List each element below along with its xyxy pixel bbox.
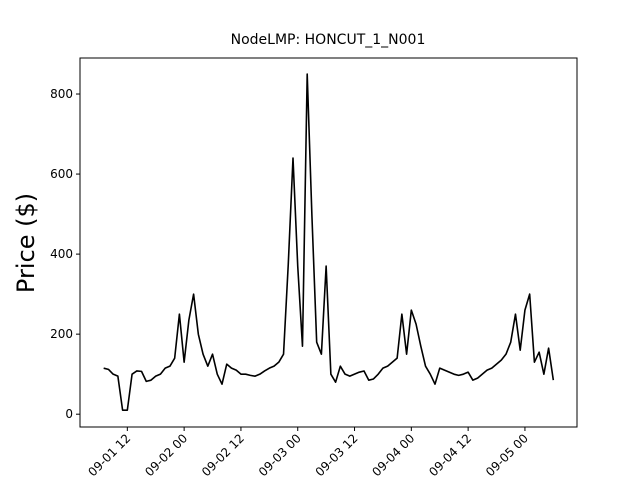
axes-frame [79, 57, 578, 428]
plot-area [103, 73, 555, 411]
y-tick-label: 800 [50, 87, 73, 101]
chart-title: NodeLMP: HONCUT_1_N001 [231, 32, 426, 48]
price-line [103, 73, 555, 411]
y-axis-label: Price ($) [12, 193, 40, 293]
y-tick-label: 200 [50, 327, 73, 341]
y-tick-label: 0 [65, 407, 73, 421]
y-tick-label: 600 [50, 167, 73, 181]
y-tick-label: 400 [50, 247, 73, 261]
